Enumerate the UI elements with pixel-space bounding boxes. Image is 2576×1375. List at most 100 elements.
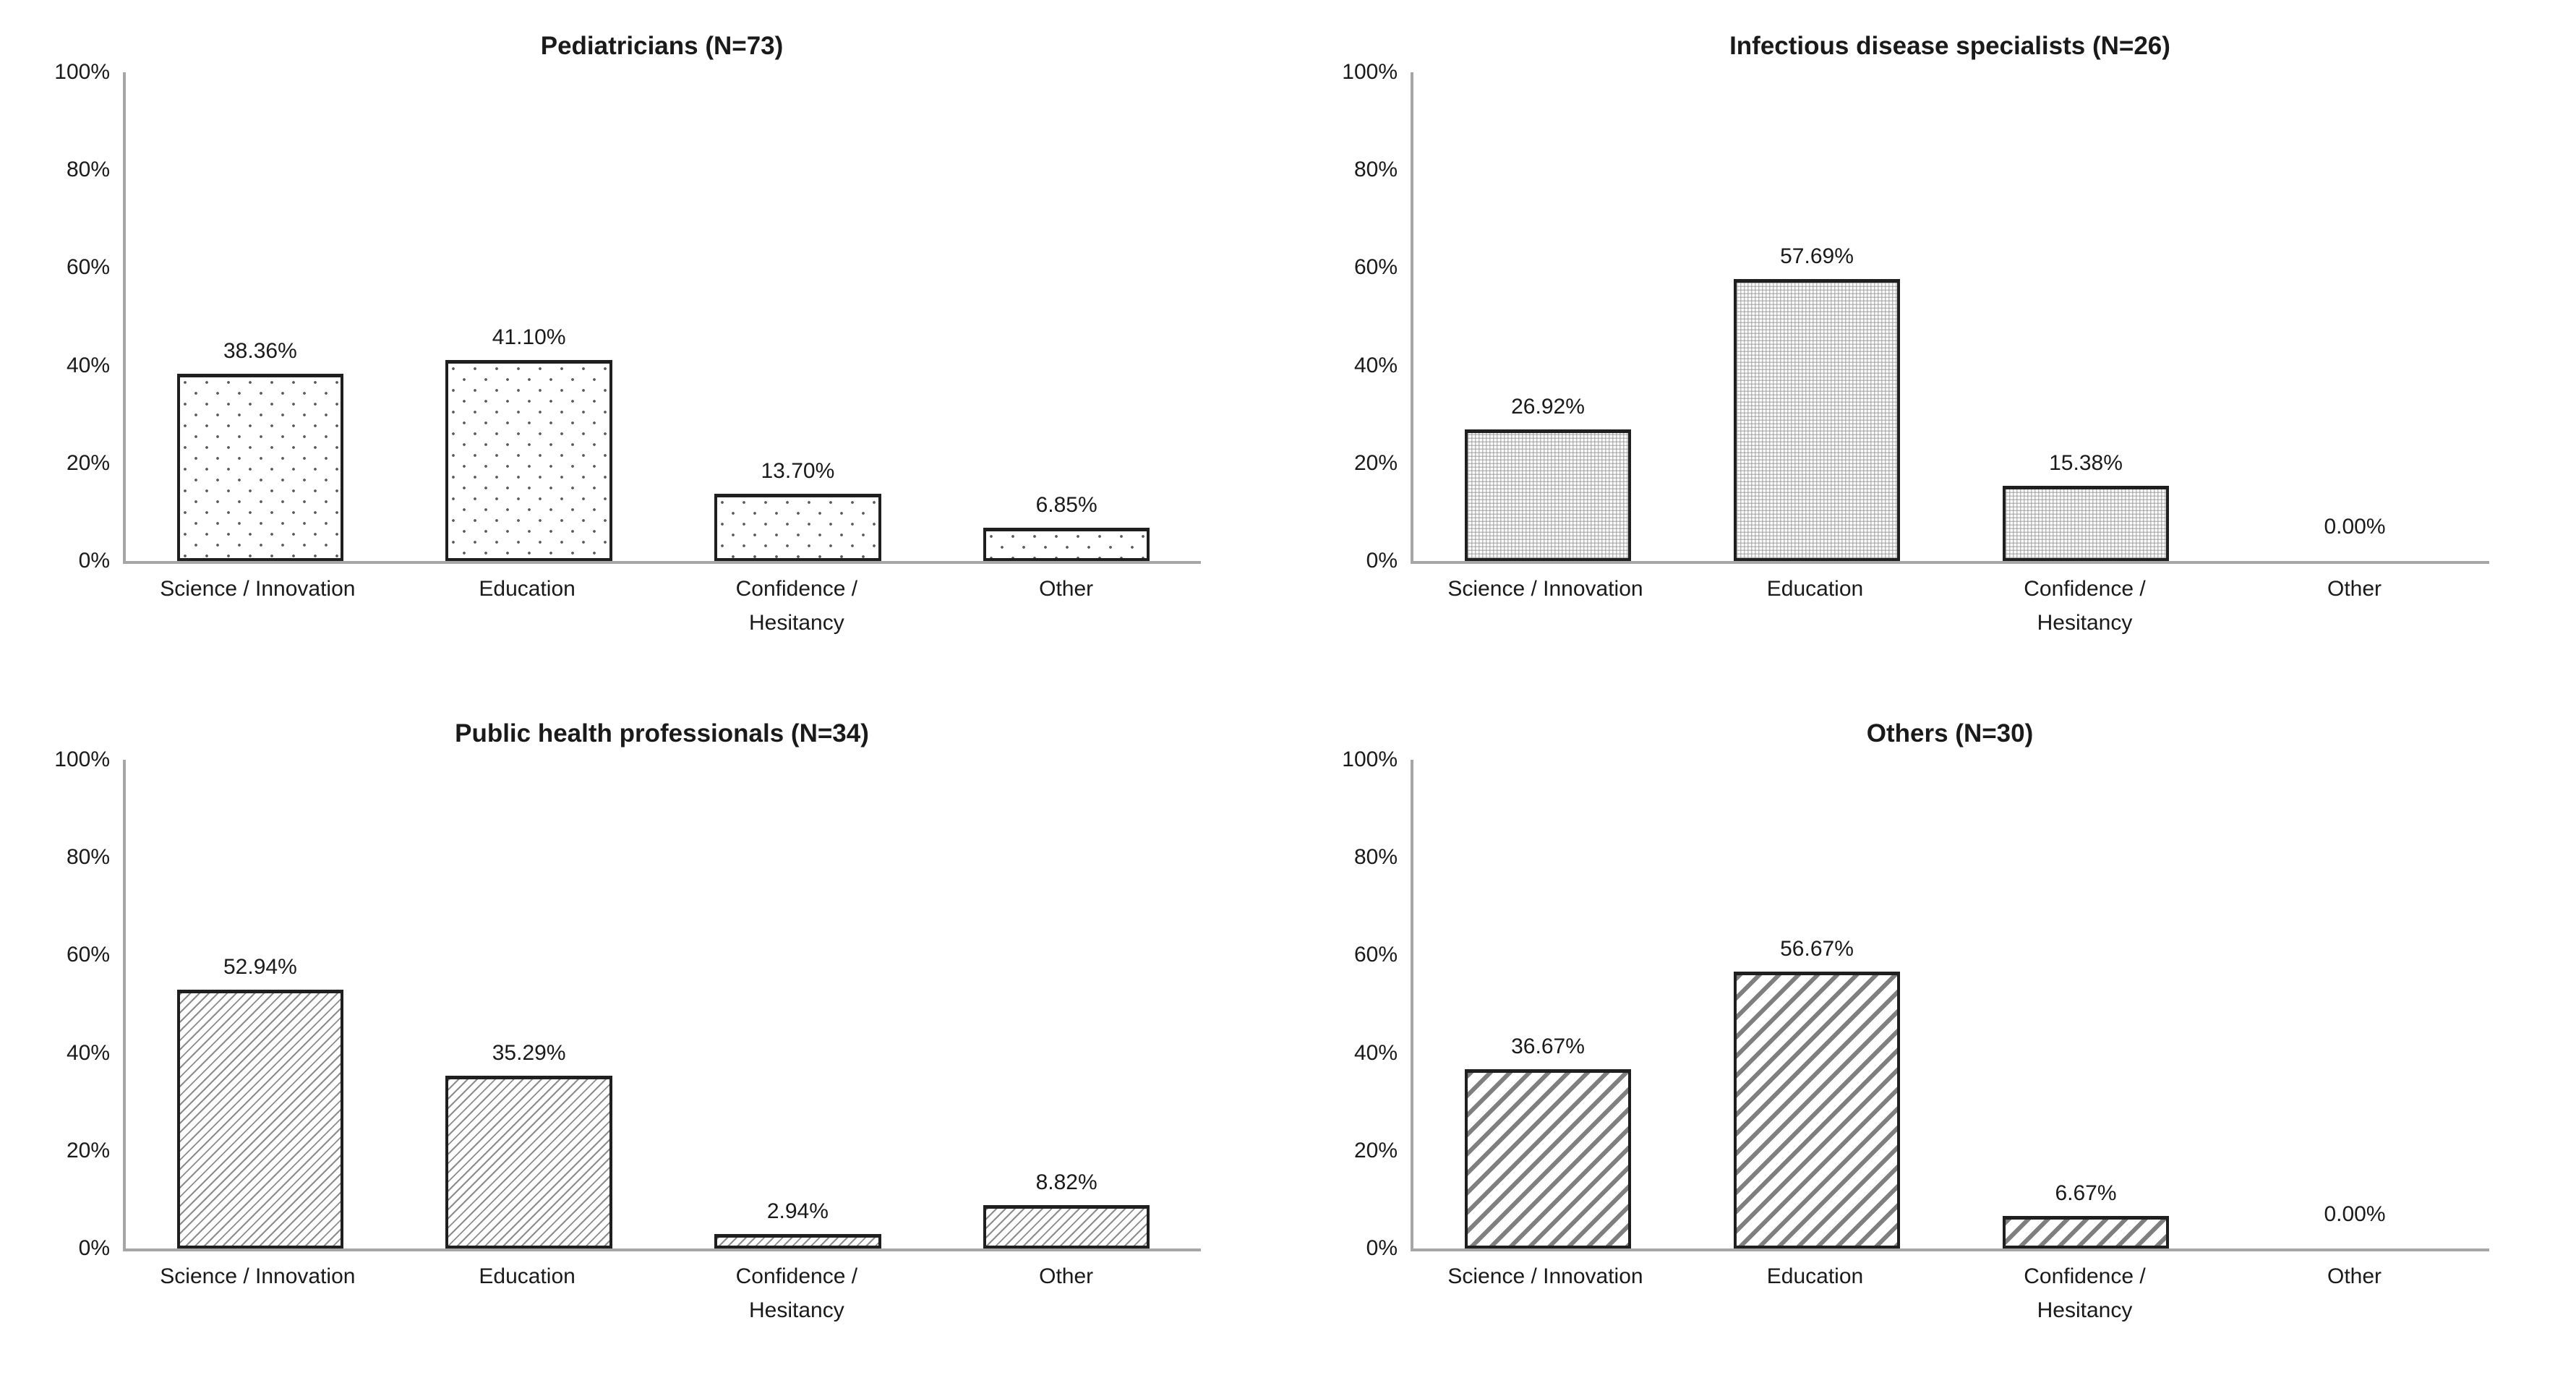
- bar-slot: 35.29%: [395, 760, 664, 1248]
- y-axis-tick-label: 60%: [66, 943, 110, 967]
- bar: [445, 1076, 612, 1248]
- bar-slot: 6.67%: [1951, 760, 2220, 1248]
- y-axis-tick-label: 60%: [1353, 255, 1398, 280]
- bar-chart-panel: Infectious disease specialists (N=26) 100…: [1288, 0, 2576, 688]
- y-axis-tick-label: 40%: [66, 1040, 110, 1065]
- x-category-label: Science / Innovation: [1447, 1264, 1643, 1288]
- bar: [2002, 1215, 2170, 1248]
- bar: [1733, 971, 1901, 1248]
- x-category-label: Other: [2327, 577, 2382, 601]
- y-axis-tick-label: 100%: [54, 748, 110, 771]
- x-category-label: Education: [479, 1264, 575, 1288]
- bar-value-label: 8.82%: [1035, 1170, 1097, 1195]
- bar: [445, 360, 612, 561]
- y-axis: 100% 80% 60% 40% 20% 0%: [43, 60, 123, 573]
- bar-value-label: 0.00%: [2324, 1202, 2386, 1226]
- x-category-label: Education: [479, 577, 575, 601]
- bar-slot: 36.67%: [1413, 760, 1682, 1248]
- bar: [176, 990, 344, 1248]
- bar-value-label: 13.70%: [761, 459, 835, 484]
- bar-slot: 41.10%: [395, 72, 664, 561]
- bar: [1464, 1069, 1632, 1248]
- y-axis-tick-label: 40%: [1353, 1040, 1398, 1065]
- bar-value-label: 6.67%: [2055, 1181, 2117, 1205]
- chart-title: Infectious disease specialists (N=26): [1729, 32, 2170, 60]
- plot-area: 38.36% 41.10% 13.70% 6.85%: [123, 72, 1201, 564]
- bar: [714, 494, 881, 561]
- x-category-label: Confidence / Hesitancy: [735, 577, 858, 635]
- y-axis-tick-label: 40%: [66, 353, 110, 377]
- bar-slot: 56.67%: [1682, 760, 1951, 1248]
- bar: [2002, 486, 2170, 561]
- y-axis-tick-label: 80%: [66, 845, 110, 870]
- bar-value-label: 0.00%: [2324, 515, 2386, 539]
- bar-chart-panel: Public health professionals (N=34) 100% 80…: [0, 688, 1288, 1375]
- y-axis: 100% 80% 60% 40% 20% 0%: [1331, 748, 1411, 1260]
- bar-slot: 2.94%: [664, 760, 933, 1248]
- bar-slot: 26.92%: [1413, 72, 1682, 561]
- y-axis-tick-label: 60%: [1353, 943, 1398, 967]
- y-axis: 100% 80% 60% 40% 20% 0%: [43, 748, 123, 1260]
- bar-slot: 15.38%: [1951, 72, 2220, 561]
- y-axis-tick-label: 0%: [1366, 549, 1398, 573]
- y-axis: 100% 80% 60% 40% 20% 0%: [1331, 60, 1411, 573]
- x-category-label: Other: [1039, 1264, 1094, 1288]
- y-axis-tick-label: 20%: [1353, 450, 1398, 475]
- bar-slot: 6.85%: [932, 72, 1201, 561]
- x-axis-labels: Science / Innovation Education Confidence …: [123, 573, 1201, 640]
- bar: [983, 527, 1150, 561]
- plot-area: 52.94% 35.29% 2.94% 8.82%: [123, 760, 1201, 1251]
- y-axis-tick-label: 100%: [1342, 748, 1398, 771]
- bar-slot: 13.70%: [664, 72, 933, 561]
- bar-value-label: 6.85%: [1035, 492, 1097, 517]
- x-axis-labels: Science / Innovation Education Confidence …: [1411, 573, 2489, 640]
- y-axis-tick-label: 20%: [66, 1138, 110, 1162]
- y-axis-tick-label: 20%: [1353, 1138, 1398, 1162]
- y-axis-tick-label: 20%: [66, 450, 110, 475]
- x-category-label: Science / Innovation: [1447, 577, 1643, 601]
- plot-area: 36.67% 56.67% 6.67% 0.00%: [1411, 760, 2489, 1251]
- y-axis-tick-label: 40%: [1353, 353, 1398, 377]
- bar-value-label: 35.29%: [492, 1041, 566, 1066]
- y-axis-tick-label: 0%: [78, 549, 110, 573]
- bar-value-label: 56.67%: [1780, 936, 1854, 961]
- x-category-label: Science / Innovation: [160, 577, 356, 601]
- y-axis-tick-label: 100%: [1342, 60, 1398, 84]
- y-axis-tick-label: 60%: [66, 255, 110, 280]
- x-category-label: Confidence / Hesitancy: [2024, 577, 2146, 635]
- x-category-label: Other: [1039, 577, 1094, 601]
- bar-value-label: 36.67%: [1511, 1035, 1585, 1059]
- bar-slot: 52.94%: [126, 760, 395, 1248]
- chart-title: Public health professionals (N=34): [455, 719, 869, 748]
- bar-value-label: 52.94%: [223, 955, 297, 980]
- y-axis-tick-label: 0%: [1366, 1236, 1398, 1260]
- bar-slot: 8.82%: [932, 760, 1201, 1248]
- bar: [1733, 279, 1901, 561]
- bar: [714, 1234, 881, 1248]
- y-axis-tick-label: 80%: [1353, 845, 1398, 870]
- chart-title: Others (N=30): [1866, 719, 2034, 748]
- x-axis-labels: Science / Innovation Education Confidence …: [1411, 1260, 2489, 1327]
- chart-body: 100% 80% 60% 40% 20% 0% 52.94% 35.29% 2.94% 8.82%: [43, 748, 1201, 1260]
- x-axis-labels: Science / Innovation Education Confidence …: [123, 1260, 1201, 1327]
- bar-slot: 57.69%: [1682, 72, 1951, 561]
- bar: [176, 373, 344, 561]
- x-category-label: Science / Innovation: [160, 1264, 356, 1288]
- y-axis-tick-label: 0%: [78, 1236, 110, 1260]
- x-category-label: Other: [2327, 1264, 2382, 1288]
- bar-slot: 0.00%: [2220, 760, 2489, 1248]
- bar: [1464, 429, 1632, 561]
- x-category-label: Education: [1766, 577, 1864, 601]
- chart-title: Pediatricians (N=73): [540, 32, 784, 60]
- bar-slot: 0.00%: [2220, 72, 2489, 561]
- bar-chart-panel: Pediatricians (N=73) 100% 80% 60% 40% 20% 0% 38…: [0, 0, 1288, 688]
- chart-body: 100% 80% 60% 40% 20% 0% 38.36% 41.10% 13.70% 6.85…: [43, 60, 1201, 573]
- bar-slot: 38.36%: [126, 72, 395, 561]
- bar-chart-panel: Others (N=30) 100% 80% 60% 40% 20% 0% 36.67% 56.…: [1288, 688, 2576, 1375]
- x-category-label: Confidence / Hesitancy: [735, 1264, 858, 1322]
- bar-value-label: 41.10%: [492, 325, 566, 350]
- plot-area: 26.92% 57.69% 15.38% 0.00%: [1411, 72, 2489, 564]
- bar-value-label: 57.69%: [1780, 244, 1854, 269]
